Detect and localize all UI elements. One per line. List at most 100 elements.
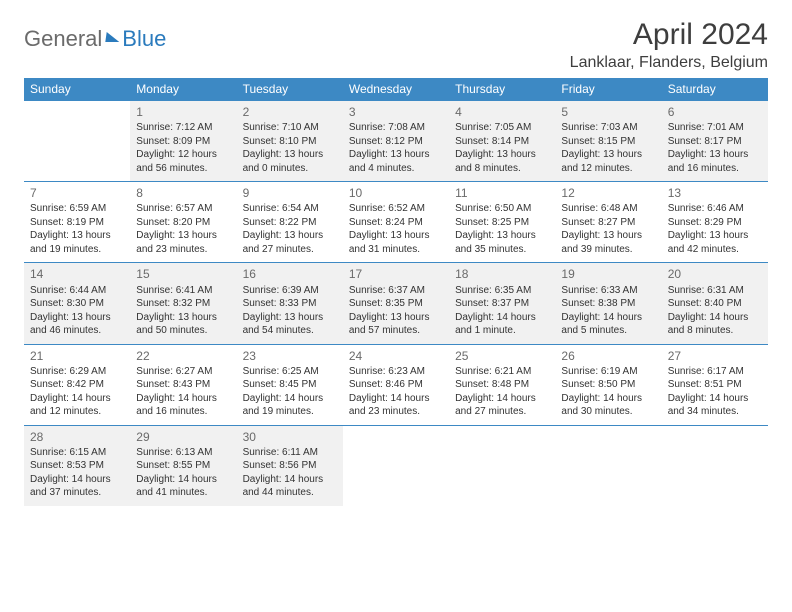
sunset-line: Sunset: 8:42 PM bbox=[30, 378, 124, 392]
sunrise-line: Sunrise: 6:15 AM bbox=[30, 446, 124, 460]
daylight-line: Daylight: 14 hours and 27 minutes. bbox=[455, 392, 549, 419]
calendar-cell: 2Sunrise: 7:10 AMSunset: 8:10 PMDaylight… bbox=[237, 101, 343, 182]
day-number: 30 bbox=[243, 429, 337, 445]
calendar-week-row: 7Sunrise: 6:59 AMSunset: 8:19 PMDaylight… bbox=[24, 182, 768, 263]
sunrise-line: Sunrise: 7:12 AM bbox=[136, 121, 230, 135]
location-subtitle: Lanklaar, Flanders, Belgium bbox=[570, 54, 768, 72]
daylight-line: Daylight: 14 hours and 37 minutes. bbox=[30, 473, 124, 500]
sunset-line: Sunset: 8:25 PM bbox=[455, 216, 549, 230]
day-header-row: Sunday Monday Tuesday Wednesday Thursday… bbox=[24, 78, 768, 101]
sunset-line: Sunset: 8:32 PM bbox=[136, 297, 230, 311]
day-header: Tuesday bbox=[237, 78, 343, 101]
brand-word-1: General bbox=[24, 26, 102, 52]
day-number: 2 bbox=[243, 104, 337, 120]
calendar-cell: 24Sunrise: 6:23 AMSunset: 8:46 PMDayligh… bbox=[343, 344, 449, 425]
day-number: 12 bbox=[561, 185, 655, 201]
sunset-line: Sunset: 8:40 PM bbox=[668, 297, 762, 311]
day-number: 5 bbox=[561, 104, 655, 120]
sunrise-line: Sunrise: 6:11 AM bbox=[243, 446, 337, 460]
day-number: 17 bbox=[349, 266, 443, 282]
calendar-cell: 11Sunrise: 6:50 AMSunset: 8:25 PMDayligh… bbox=[449, 182, 555, 263]
day-number: 4 bbox=[455, 104, 549, 120]
calendar-cell: 19Sunrise: 6:33 AMSunset: 8:38 PMDayligh… bbox=[555, 263, 661, 344]
brand-logo: General Blue bbox=[24, 18, 166, 52]
daylight-line: Daylight: 13 hours and 57 minutes. bbox=[349, 311, 443, 338]
sunset-line: Sunset: 8:56 PM bbox=[243, 459, 337, 473]
sunset-line: Sunset: 8:35 PM bbox=[349, 297, 443, 311]
sunset-line: Sunset: 8:27 PM bbox=[561, 216, 655, 230]
sunrise-line: Sunrise: 6:23 AM bbox=[349, 365, 443, 379]
calendar-cell: 20Sunrise: 6:31 AMSunset: 8:40 PMDayligh… bbox=[662, 263, 768, 344]
calendar-cell: 4Sunrise: 7:05 AMSunset: 8:14 PMDaylight… bbox=[449, 101, 555, 182]
sunrise-line: Sunrise: 6:39 AM bbox=[243, 284, 337, 298]
sunset-line: Sunset: 8:19 PM bbox=[30, 216, 124, 230]
daylight-line: Daylight: 13 hours and 35 minutes. bbox=[455, 229, 549, 256]
daylight-line: Daylight: 13 hours and 54 minutes. bbox=[243, 311, 337, 338]
day-header: Sunday bbox=[24, 78, 130, 101]
calendar-cell: 1Sunrise: 7:12 AMSunset: 8:09 PMDaylight… bbox=[130, 101, 236, 182]
calendar-cell: 28Sunrise: 6:15 AMSunset: 8:53 PMDayligh… bbox=[24, 425, 130, 506]
calendar-cell bbox=[343, 425, 449, 506]
sunset-line: Sunset: 8:15 PM bbox=[561, 135, 655, 149]
calendar-cell: 12Sunrise: 6:48 AMSunset: 8:27 PMDayligh… bbox=[555, 182, 661, 263]
calendar-cell bbox=[24, 101, 130, 182]
daylight-line: Daylight: 14 hours and 44 minutes. bbox=[243, 473, 337, 500]
sunrise-line: Sunrise: 6:41 AM bbox=[136, 284, 230, 298]
sunset-line: Sunset: 8:24 PM bbox=[349, 216, 443, 230]
daylight-line: Daylight: 13 hours and 39 minutes. bbox=[561, 229, 655, 256]
calendar-page: General Blue April 2024 Lanklaar, Flande… bbox=[0, 0, 792, 524]
sunset-line: Sunset: 8:14 PM bbox=[455, 135, 549, 149]
day-header: Monday bbox=[130, 78, 236, 101]
daylight-line: Daylight: 14 hours and 23 minutes. bbox=[349, 392, 443, 419]
sunset-line: Sunset: 8:29 PM bbox=[668, 216, 762, 230]
sunrise-line: Sunrise: 6:25 AM bbox=[243, 365, 337, 379]
calendar-cell: 21Sunrise: 6:29 AMSunset: 8:42 PMDayligh… bbox=[24, 344, 130, 425]
sunset-line: Sunset: 8:17 PM bbox=[668, 135, 762, 149]
sunrise-line: Sunrise: 7:01 AM bbox=[668, 121, 762, 135]
day-number: 3 bbox=[349, 104, 443, 120]
day-number: 18 bbox=[455, 266, 549, 282]
day-number: 16 bbox=[243, 266, 337, 282]
calendar-week-row: 1Sunrise: 7:12 AMSunset: 8:09 PMDaylight… bbox=[24, 101, 768, 182]
sunset-line: Sunset: 8:51 PM bbox=[668, 378, 762, 392]
day-number: 19 bbox=[561, 266, 655, 282]
sunrise-line: Sunrise: 6:21 AM bbox=[455, 365, 549, 379]
day-number: 15 bbox=[136, 266, 230, 282]
sunrise-line: Sunrise: 6:35 AM bbox=[455, 284, 549, 298]
sunrise-line: Sunrise: 6:44 AM bbox=[30, 284, 124, 298]
daylight-line: Daylight: 13 hours and 0 minutes. bbox=[243, 148, 337, 175]
day-number: 29 bbox=[136, 429, 230, 445]
sunrise-line: Sunrise: 6:37 AM bbox=[349, 284, 443, 298]
day-number: 27 bbox=[668, 348, 762, 364]
day-number: 14 bbox=[30, 266, 124, 282]
day-header: Thursday bbox=[449, 78, 555, 101]
calendar-cell: 7Sunrise: 6:59 AMSunset: 8:19 PMDaylight… bbox=[24, 182, 130, 263]
daylight-line: Daylight: 13 hours and 31 minutes. bbox=[349, 229, 443, 256]
month-title: April 2024 bbox=[570, 18, 768, 52]
daylight-line: Daylight: 14 hours and 30 minutes. bbox=[561, 392, 655, 419]
header: General Blue April 2024 Lanklaar, Flande… bbox=[24, 18, 768, 72]
sunset-line: Sunset: 8:22 PM bbox=[243, 216, 337, 230]
calendar-week-row: 14Sunrise: 6:44 AMSunset: 8:30 PMDayligh… bbox=[24, 263, 768, 344]
calendar-body: 1Sunrise: 7:12 AMSunset: 8:09 PMDaylight… bbox=[24, 101, 768, 506]
calendar-week-row: 28Sunrise: 6:15 AMSunset: 8:53 PMDayligh… bbox=[24, 425, 768, 506]
sunrise-line: Sunrise: 6:31 AM bbox=[668, 284, 762, 298]
sunset-line: Sunset: 8:46 PM bbox=[349, 378, 443, 392]
calendar-table: Sunday Monday Tuesday Wednesday Thursday… bbox=[24, 78, 768, 506]
calendar-cell: 22Sunrise: 6:27 AMSunset: 8:43 PMDayligh… bbox=[130, 344, 236, 425]
sunrise-line: Sunrise: 6:46 AM bbox=[668, 202, 762, 216]
daylight-line: Daylight: 13 hours and 50 minutes. bbox=[136, 311, 230, 338]
day-number: 20 bbox=[668, 266, 762, 282]
sunset-line: Sunset: 8:12 PM bbox=[349, 135, 443, 149]
calendar-cell: 5Sunrise: 7:03 AMSunset: 8:15 PMDaylight… bbox=[555, 101, 661, 182]
daylight-line: Daylight: 13 hours and 4 minutes. bbox=[349, 148, 443, 175]
daylight-line: Daylight: 13 hours and 27 minutes. bbox=[243, 229, 337, 256]
sunset-line: Sunset: 8:33 PM bbox=[243, 297, 337, 311]
daylight-line: Daylight: 12 hours and 56 minutes. bbox=[136, 148, 230, 175]
daylight-line: Daylight: 14 hours and 34 minutes. bbox=[668, 392, 762, 419]
daylight-line: Daylight: 13 hours and 12 minutes. bbox=[561, 148, 655, 175]
sunrise-line: Sunrise: 6:29 AM bbox=[30, 365, 124, 379]
day-number: 6 bbox=[668, 104, 762, 120]
calendar-cell: 25Sunrise: 6:21 AMSunset: 8:48 PMDayligh… bbox=[449, 344, 555, 425]
day-number: 28 bbox=[30, 429, 124, 445]
